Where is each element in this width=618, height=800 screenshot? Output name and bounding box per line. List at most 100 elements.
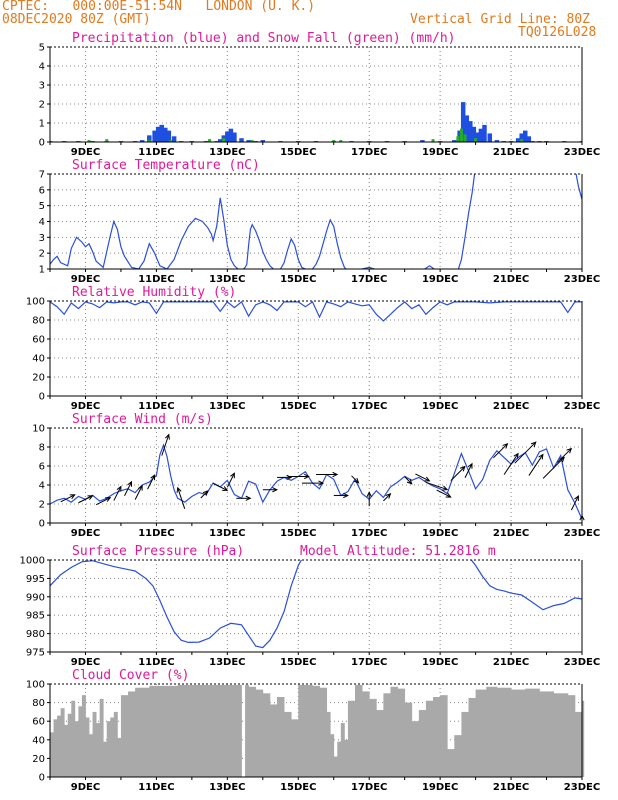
cloud-bar-54 xyxy=(369,698,377,777)
cloud-bar-71 xyxy=(496,687,512,777)
cloud-bar-4 xyxy=(64,724,69,777)
cloud-bar-27 xyxy=(177,684,193,777)
precip-bar-23 xyxy=(232,132,237,142)
xtick-label-0-0: 9DEC xyxy=(71,147,100,158)
xtick-label-3-7: 23DEC xyxy=(564,528,600,539)
cloud-bar-74 xyxy=(539,691,555,777)
cloud-bar-41 xyxy=(298,684,306,777)
cloud-bar-73 xyxy=(525,688,540,777)
cloud-bar-77 xyxy=(574,711,583,777)
snow-bar-3 xyxy=(169,140,173,142)
wind-arrow-33 xyxy=(556,448,572,463)
wind-arrow-head-8 xyxy=(176,486,182,493)
precip-bar-11 xyxy=(159,124,164,142)
wind-arrow-7 xyxy=(161,434,170,456)
snow-bar-9 xyxy=(431,139,435,142)
cloud-bar-72 xyxy=(511,689,526,777)
snow-bar-8 xyxy=(339,140,343,142)
ytick-label-5-4: 80 xyxy=(32,698,45,709)
wind-arrow-head-3 xyxy=(116,485,122,492)
xtick-label-3-0: 9DEC xyxy=(71,528,100,539)
wind-arrow-22 xyxy=(404,476,413,485)
xtick-label-3-2: 13DEC xyxy=(209,528,245,539)
cloud-bar-18 xyxy=(113,711,118,777)
xtick-label-4-0: 9DEC xyxy=(71,657,100,668)
wind-arrow-head-7 xyxy=(164,433,170,440)
wind-arrow-head-5 xyxy=(137,484,143,491)
xtick-label-1-3: 15DEC xyxy=(280,274,316,285)
ytick-label-2-1: 20 xyxy=(32,373,45,384)
xtick-label-2-2: 13DEC xyxy=(209,401,245,412)
cloud-bar-53 xyxy=(362,691,370,777)
wind-arrow-24 xyxy=(425,481,448,490)
ytick-label-1-4: 5 xyxy=(39,201,45,212)
xtick-label-4-6: 21DEC xyxy=(493,657,529,668)
cloud-bar-62 xyxy=(425,700,434,777)
cloud-bar-76 xyxy=(567,695,576,777)
xtick-label-3-4: 17DEC xyxy=(351,528,387,539)
snow-bar-6 xyxy=(250,140,254,142)
wind-arrow-10 xyxy=(213,482,228,491)
cloud-bar-26 xyxy=(167,685,179,777)
ytick-label-0-2: 2 xyxy=(39,100,45,111)
cloud-bar-46 xyxy=(330,734,335,777)
cloud-bar-48 xyxy=(337,741,342,777)
panel-title-0: Precipitation (blue) and Snow Fall (gree… xyxy=(72,31,456,46)
cloud-bar-20 xyxy=(120,695,129,777)
cloud-bar-43 xyxy=(312,685,320,777)
series-line-2 xyxy=(50,301,582,322)
precip-bar-24 xyxy=(239,138,244,142)
xtick-label-2-4: 17DEC xyxy=(351,401,387,412)
xtick-label-4-5: 19DEC xyxy=(422,657,458,668)
ytick-label-1-1: 2 xyxy=(39,249,45,260)
cloud-bar-49 xyxy=(340,723,345,777)
ytick-label-3-4: 8 xyxy=(39,443,45,454)
panel-title-2: Relative Humidity (%) xyxy=(72,285,236,300)
snow-bar-0 xyxy=(87,140,91,142)
wind-arrow-head-29 xyxy=(513,452,519,459)
snow-bar-7 xyxy=(332,140,336,142)
wind-arrow-head-26 xyxy=(459,465,466,472)
precip-bar-47 xyxy=(487,133,493,142)
precip-bar-13 xyxy=(166,130,172,142)
wind-arrow-head-4 xyxy=(127,480,133,487)
xtick-label-0-3: 15DEC xyxy=(280,147,316,158)
ytick-label-1-0: 1 xyxy=(39,265,45,276)
wind-arrow-2 xyxy=(95,497,111,506)
xtick-label-5-2: 13DEC xyxy=(209,782,245,793)
wind-arrow-8 xyxy=(177,487,186,509)
cloud-bar-70 xyxy=(486,686,498,777)
ytick-label-5-5: 100 xyxy=(26,680,45,691)
snow-bar-5 xyxy=(222,138,226,142)
cloud-bar-7 xyxy=(74,721,79,777)
cloud-bar-34 xyxy=(248,686,257,777)
wind-arrow-head-10 xyxy=(222,486,229,491)
cloud-bar-52 xyxy=(355,684,363,777)
snow-bar-2 xyxy=(147,140,151,142)
wind-arrow-head-13 xyxy=(272,487,279,493)
ytick-label-0-1: 1 xyxy=(39,119,45,130)
ytick-label-5-3: 60 xyxy=(32,717,45,728)
precip-bar-42 xyxy=(468,121,473,142)
wind-arrow-head-30 xyxy=(530,441,537,448)
cloud-bar-60 xyxy=(411,721,420,777)
snow-bar-1 xyxy=(105,139,109,142)
wind-arrow-5 xyxy=(134,485,143,500)
wind-arrow-32 xyxy=(542,457,565,479)
xtick-label-4-7: 23DEC xyxy=(564,657,600,668)
precip-bar-12 xyxy=(163,127,168,142)
panel-title-1: Surface Temperature (nC) xyxy=(72,158,260,173)
cloud-bar-21 xyxy=(128,691,136,777)
cloud-bar-57 xyxy=(390,686,398,777)
wind-arrow-head-22 xyxy=(406,478,413,485)
precip-bar-8 xyxy=(147,135,152,142)
ytick-label-2-0: 0 xyxy=(39,392,45,403)
wind-arrow-0 xyxy=(60,494,75,503)
wind-arrow-27 xyxy=(464,463,473,478)
ytick-label-4-2: 985 xyxy=(26,611,45,622)
wind-arrow-head-11 xyxy=(230,472,235,479)
cloud-bar-51 xyxy=(347,700,356,777)
xtick-label-5-6: 21DEC xyxy=(493,782,529,793)
cloud-bar-44 xyxy=(319,687,328,777)
xtick-label-4-4: 17DEC xyxy=(351,657,387,668)
